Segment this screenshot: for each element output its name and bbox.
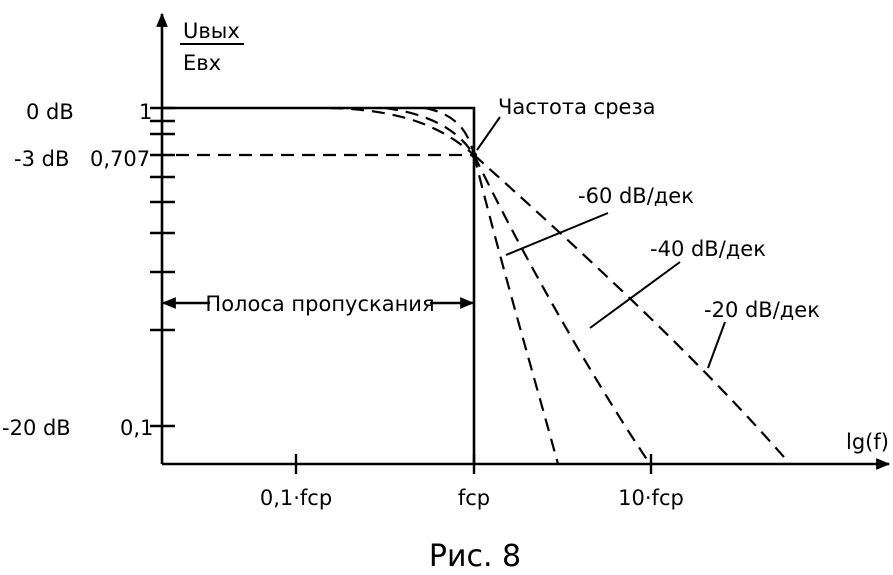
ideal-response-line	[162, 106, 476, 464]
passband-curve-40	[384, 106, 475, 156]
x-tick-label-01fcp: 0,1·fср	[260, 486, 332, 510]
passband-label: Полоса пропускания	[205, 292, 434, 316]
cutoff-point	[471, 152, 477, 158]
rolloff-curve-20	[473, 154, 791, 465]
slope-leader-60	[505, 212, 609, 256]
rolloff-curve-40	[473, 154, 651, 465]
y-axis-label-numerator: Uвых	[183, 19, 240, 43]
x-axis-label: lg(f)	[846, 430, 889, 454]
passband-curve-20	[329, 106, 475, 156]
cutoff-leader-line	[476, 116, 501, 151]
passband-curve-60	[424, 106, 476, 156]
y-axis-label-denominator: Eвх	[183, 51, 221, 75]
figure-caption: Рис. 8	[429, 539, 521, 570]
cutoff-label: Частота среза	[498, 95, 656, 119]
y-axis-ticks	[150, 106, 175, 428]
x-tick-label-fcp: fср	[458, 486, 490, 510]
y-db-label-3: -3 dB	[14, 147, 69, 171]
rolloff-curve-60	[472, 154, 560, 465]
x-tick-label-10fcp: 10·fср	[618, 486, 684, 510]
slope-leader-20	[707, 321, 726, 369]
slope-leader-40	[589, 261, 681, 329]
y-db-label-0: 0 dB	[26, 100, 74, 124]
y-value-label-01: 0,1	[120, 416, 153, 440]
y-value-label-1: 1	[139, 100, 152, 124]
slope-label-20: -20 dB/дек	[704, 298, 820, 322]
y-db-label-20: -20 dB	[2, 416, 71, 440]
slope-label-60: -60 dB/дек	[578, 184, 694, 208]
y-value-label-0707: 0,707	[90, 147, 150, 171]
slope-label-40: -40 dB/дек	[650, 237, 766, 261]
